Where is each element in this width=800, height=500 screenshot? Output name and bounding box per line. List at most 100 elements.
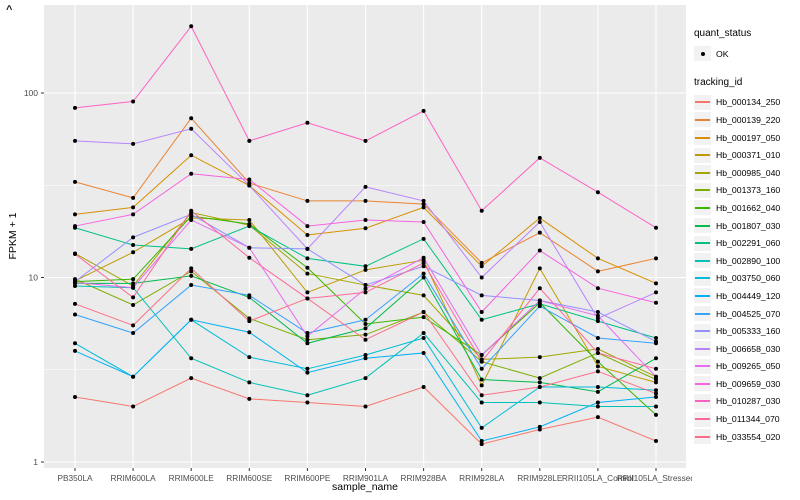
data-point [537, 219, 542, 224]
data-point [595, 346, 600, 351]
data-point [305, 265, 310, 270]
x-tick-label: RRIM600LA [110, 473, 156, 483]
data-point [247, 396, 252, 401]
data-point [363, 184, 368, 189]
data-point [305, 296, 310, 301]
data-point [479, 310, 484, 315]
data-point [479, 442, 484, 447]
line-swatch-icon [695, 277, 710, 280]
data-point [363, 267, 368, 272]
legend-key-line [694, 165, 711, 181]
data-point [189, 208, 194, 213]
data-point [247, 255, 252, 260]
line-swatch-icon [695, 136, 710, 139]
data-point [363, 217, 368, 222]
line-swatch-icon [695, 312, 710, 315]
legend-item-Hb_004525_070: Hb_004525_070 [694, 305, 800, 323]
line-swatch-icon [695, 224, 710, 227]
data-point [479, 393, 484, 398]
legend-item-label: Hb_004525_070 [716, 308, 781, 319]
data-point [421, 350, 426, 355]
data-point [363, 337, 368, 342]
data-point [654, 339, 658, 344]
line-swatch-icon [695, 118, 710, 121]
legend-key-point [694, 46, 711, 62]
data-point [654, 388, 658, 393]
line-swatch-icon [695, 154, 710, 157]
legend-item-Hb_006658_030: Hb_006658_030 [694, 340, 800, 358]
legend-item-Hb_002890_100: Hb_002890_100 [694, 252, 800, 270]
data-point [131, 243, 136, 248]
data-point [73, 283, 77, 288]
legend-key-line [694, 130, 711, 146]
data-point [421, 293, 426, 298]
legend-item-label: Hb_001662_040 [716, 202, 781, 213]
line-swatch-icon [695, 294, 710, 297]
legend-item-label: Hb_002890_100 [716, 255, 781, 266]
data-point [537, 230, 542, 235]
data-point [189, 24, 194, 29]
legend: quant_status OK tracking_id Hb_000134_25… [694, 28, 800, 445]
data-point [131, 285, 136, 290]
data-point [189, 283, 194, 288]
data-point [131, 331, 136, 336]
data-point [247, 330, 252, 335]
legend-key-line [694, 218, 711, 234]
data-point [73, 395, 77, 400]
data-point [479, 208, 484, 213]
data-point [654, 391, 658, 396]
legend-item-label: Hb_000985_040 [716, 167, 781, 178]
x-tick-label: PB350LA [57, 473, 93, 483]
data-point [595, 350, 600, 355]
legend-item-Hb_033554_020: Hb_033554_020 [694, 428, 800, 446]
data-point [73, 301, 77, 306]
data-point [247, 217, 252, 222]
data-point [363, 286, 368, 291]
line-swatch-icon [695, 189, 710, 192]
legend-item-Hb_000371_010: Hb_000371_010 [694, 146, 800, 164]
x-tick-label: RRIM600LE [169, 473, 215, 483]
legend-item-label: Hb_033554_020 [716, 431, 781, 442]
data-point [654, 395, 658, 400]
data-point [363, 326, 368, 331]
legend-item-Hb_001807_030: Hb_001807_030 [694, 217, 800, 235]
data-point [363, 283, 368, 288]
legend-item-label: Hb_006658_030 [716, 343, 781, 354]
data-point [421, 255, 426, 260]
data-point [537, 380, 542, 385]
data-point [73, 341, 77, 346]
line-swatch-icon [695, 242, 710, 245]
legend-item-Hb_011344_070: Hb_011344_070 [694, 410, 800, 428]
data-point [654, 366, 658, 371]
legend-key-line [694, 182, 711, 198]
data-point [654, 404, 658, 409]
data-point [189, 212, 194, 217]
legend-item-Hb_004449_120: Hb_004449_120 [694, 287, 800, 305]
data-point [73, 280, 77, 285]
data-point [73, 224, 77, 229]
data-point [131, 281, 136, 286]
legend-item-Hb_000139_220: Hb_000139_220 [694, 111, 800, 129]
point-symbol-icon [700, 51, 705, 56]
tick-labels: 1 10 100 PB350LA RRIM600LA RRIM600LE RRIM600SE… [24, 88, 692, 483]
data-point [247, 183, 252, 188]
data-point [595, 369, 600, 374]
line-swatch-icon [695, 382, 710, 385]
data-point [247, 245, 252, 250]
data-point [595, 286, 600, 291]
line-swatch-icon [695, 347, 710, 350]
legend-key-line [694, 147, 711, 163]
legend-key-line [694, 200, 711, 216]
line-swatch-icon [695, 171, 710, 174]
data-point [305, 232, 310, 237]
legend-item-Hb_010287_030: Hb_010287_030 [694, 393, 800, 411]
data-point [537, 216, 542, 221]
data-point [537, 355, 542, 360]
legend-key-line [694, 306, 711, 322]
legend-key-line [694, 253, 711, 269]
data-point [363, 376, 368, 381]
data-point [654, 356, 658, 361]
x-tick-label: RRIM928LA [459, 473, 505, 483]
data-point [189, 246, 194, 251]
legend-item-label: Hb_000197_050 [716, 132, 781, 143]
